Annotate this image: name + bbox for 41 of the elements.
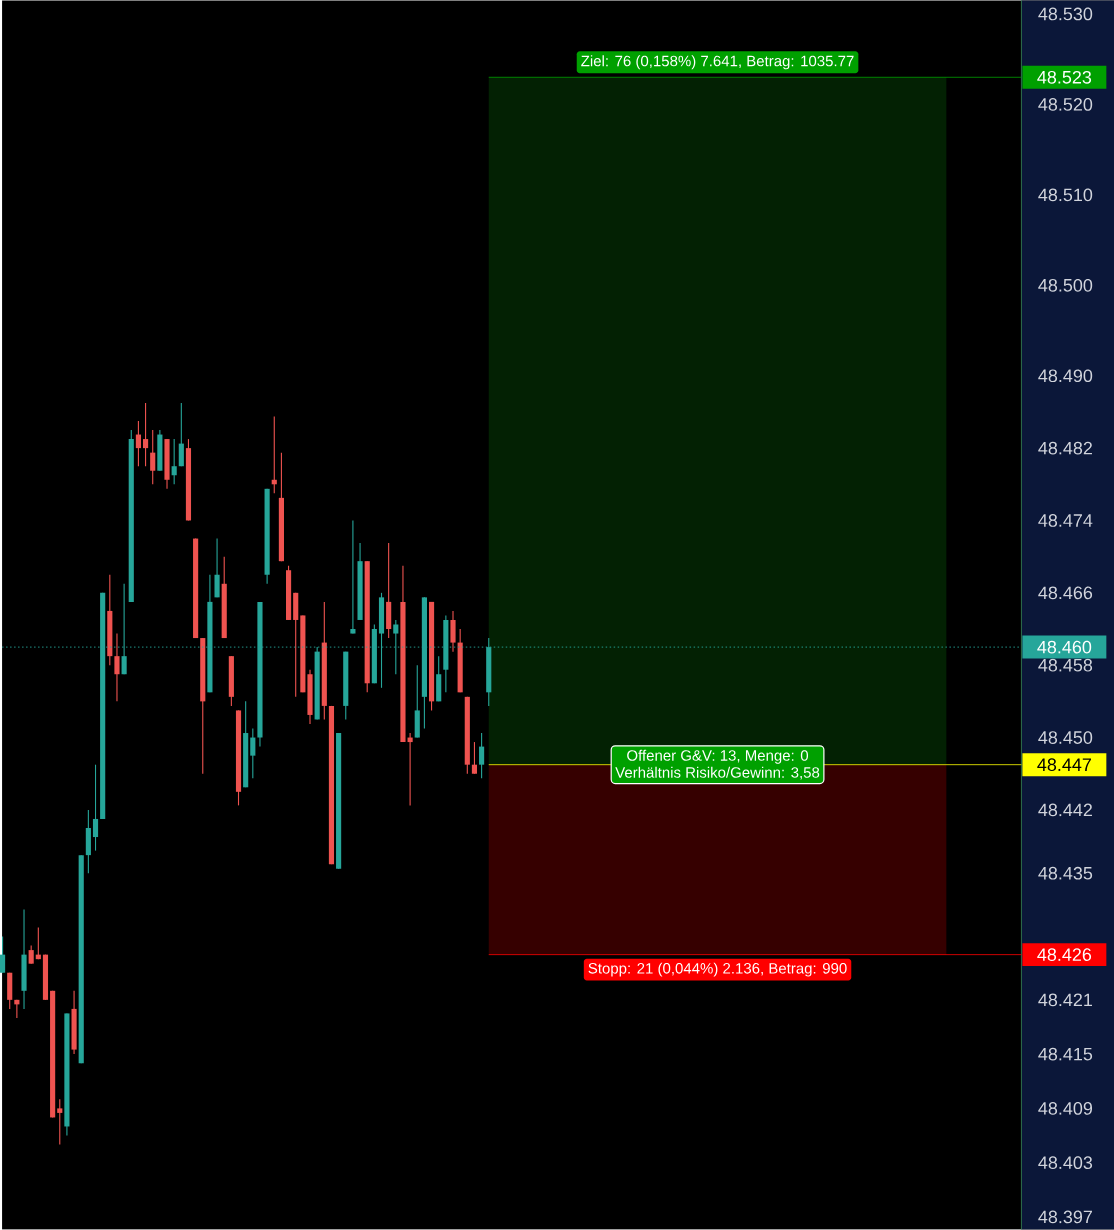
candlestick — [149, 429, 156, 485]
candlestick — [178, 402, 184, 467]
y-tick-label: 48.397 — [1038, 1210, 1092, 1224]
candlestick — [28, 945, 34, 965]
y-tick-label: 48.482 — [1038, 441, 1092, 455]
ref-line-label: 48.426 — [1037, 948, 1091, 961]
y-tick-label: 48.530 — [1038, 7, 1093, 21]
y-tick-label: 48.466 — [1038, 586, 1092, 600]
band-label: Ziel: 76 (0,158%) 7.641, Betrag: 1035.77 — [581, 55, 854, 70]
ref-line-label: 48.460 — [1037, 640, 1092, 654]
y-tick-label: 48.442 — [1038, 803, 1092, 817]
y-tick-label: 48.421 — [1038, 993, 1092, 1007]
annotation: Offener G&V: 13, Menge: 0 — [626, 749, 808, 764]
candlestick — [250, 727, 256, 779]
y-tick-label: 48.500 — [1038, 278, 1093, 292]
y-tick-label: 48.409 — [1038, 1102, 1092, 1115]
y-tick-label: 48.510 — [1038, 188, 1093, 202]
y-tick-label: 48.450 — [1038, 731, 1093, 744]
candlestick — [142, 402, 148, 467]
candlestick — [471, 741, 477, 775]
candlestick — [0, 935, 5, 974]
y-tick-label: 48.403 — [1038, 1156, 1092, 1170]
ref-line-label: 48.447 — [1037, 758, 1091, 772]
y-tick-label: 48.490 — [1038, 369, 1093, 383]
y-tick-label: 48.520 — [1038, 98, 1093, 111]
ref-line-label: 48.523 — [1037, 70, 1091, 84]
candlestick — [114, 632, 120, 702]
y-tick-label: 48.435 — [1038, 866, 1092, 880]
candlestick — [450, 610, 456, 653]
candlestick — [171, 438, 177, 485]
annotation: Verhältnis Risiko/Gewinn: 3,58 — [615, 766, 820, 780]
candlestick — [92, 764, 98, 852]
band-label: Stopp: 21 (0,044%) 2.136, Betrag: 990 — [588, 962, 847, 977]
candlestick — [135, 420, 141, 467]
candlestick — [57, 1098, 63, 1146]
candlestick — [214, 538, 220, 598]
y-tick-label: 48.458 — [1038, 658, 1092, 672]
candlestick — [350, 519, 356, 635]
y-tick-label: 48.474 — [1038, 514, 1093, 527]
candlestick — [478, 732, 485, 779]
y-tick-label: 48.415 — [1038, 1047, 1092, 1061]
